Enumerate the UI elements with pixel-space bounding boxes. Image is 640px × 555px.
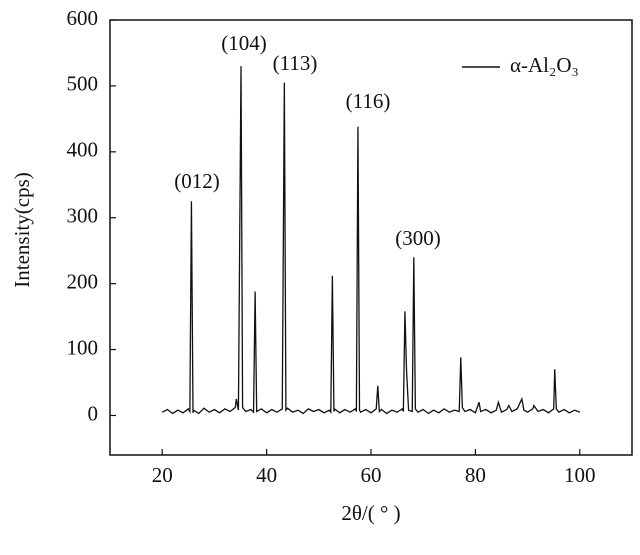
y-axis-label: Intensity(cps) [10, 172, 34, 287]
y-tick-label: 200 [67, 269, 99, 293]
y-tick-label: 500 [67, 72, 99, 96]
x-axis-label: 2θ/( ° ) [341, 501, 400, 525]
y-tick-label: 100 [67, 335, 99, 359]
peak-annotation: (113) [273, 51, 318, 75]
x-tick-label: 60 [361, 463, 382, 487]
peak-annotation: (104) [221, 31, 267, 55]
x-tick-label: 20 [152, 463, 173, 487]
x-tick-label: 80 [465, 463, 486, 487]
data-line [161, 66, 581, 415]
y-tick-label: 600 [67, 6, 99, 30]
peak-annotation: (012) [174, 169, 220, 193]
legend-label: α-Al₂O₃ [510, 53, 579, 77]
y-tick-label: 400 [67, 138, 99, 162]
peak-annotation: (300) [395, 226, 441, 250]
y-tick-label: 0 [88, 401, 99, 425]
y-tick-label: 300 [67, 204, 99, 228]
x-tick-label: 40 [256, 463, 277, 487]
peak-annotation: (116) [346, 89, 391, 113]
x-tick-label: 100 [564, 463, 596, 487]
